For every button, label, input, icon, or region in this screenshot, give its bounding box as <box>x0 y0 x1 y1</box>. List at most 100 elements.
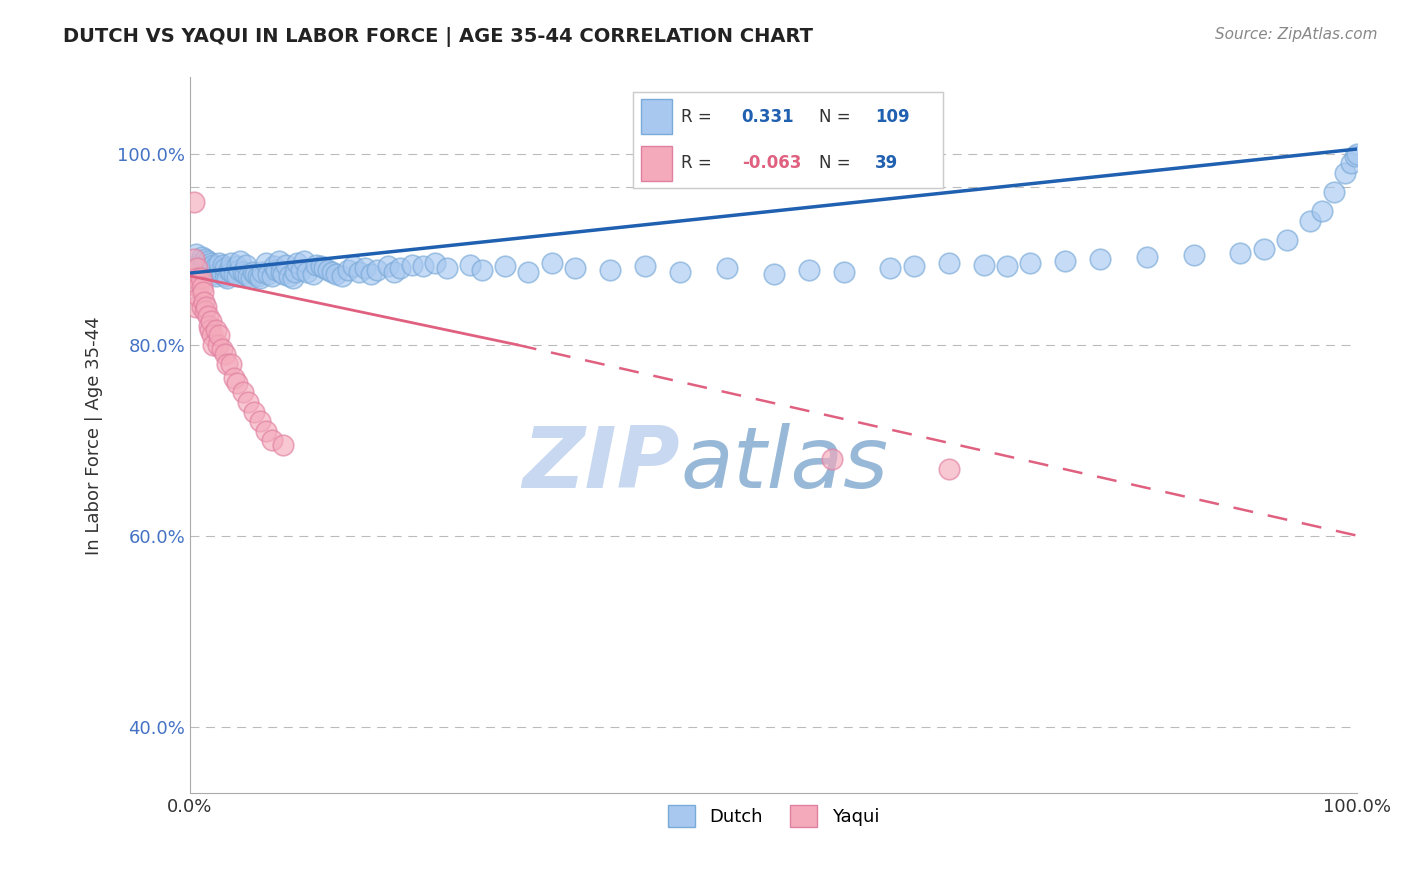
Point <box>239 271 262 285</box>
Point <box>225 268 247 283</box>
Point <box>200 255 222 269</box>
Point <box>401 258 423 272</box>
Point <box>270 265 292 279</box>
Point <box>325 267 347 281</box>
Text: DUTCH VS YAQUI IN LABOR FORCE | AGE 35-44 CORRELATION CHART: DUTCH VS YAQUI IN LABOR FORCE | AGE 35-4… <box>63 27 813 46</box>
Point <box>287 255 309 269</box>
Y-axis label: In Labor Force | Age 35-44: In Labor Force | Age 35-44 <box>86 316 103 555</box>
Point <box>186 261 208 276</box>
Point <box>190 260 212 274</box>
Point <box>938 462 960 476</box>
Point <box>1343 149 1365 163</box>
Point <box>249 414 271 428</box>
Point <box>232 265 254 279</box>
Point <box>238 395 260 409</box>
Point <box>245 267 267 281</box>
Point <box>183 194 205 209</box>
Point <box>190 250 212 264</box>
Point <box>540 255 562 269</box>
Point <box>249 271 271 285</box>
Point <box>330 268 353 283</box>
Point <box>412 260 434 274</box>
Point <box>263 260 285 274</box>
Point <box>197 318 219 333</box>
Point <box>202 337 225 351</box>
Point <box>191 285 214 300</box>
Point <box>278 268 301 283</box>
Point <box>214 347 236 361</box>
Point <box>599 263 621 277</box>
Point <box>194 252 217 266</box>
Point <box>204 268 226 283</box>
Point <box>458 258 481 272</box>
Point <box>208 255 231 269</box>
Point <box>1229 246 1251 260</box>
Point <box>193 261 215 276</box>
Point <box>716 261 738 276</box>
Point <box>273 267 295 281</box>
Point <box>197 253 219 268</box>
Legend: Dutch, Yaqui: Dutch, Yaqui <box>661 798 886 834</box>
Point <box>211 258 233 272</box>
Point <box>336 263 359 277</box>
Point <box>832 265 855 279</box>
Point <box>193 294 215 309</box>
Point <box>295 265 318 279</box>
Point <box>254 255 277 269</box>
Point <box>202 258 225 272</box>
Point <box>1299 213 1322 227</box>
Point <box>1310 204 1333 219</box>
Point <box>273 438 295 452</box>
Point <box>281 271 304 285</box>
Point <box>242 265 264 279</box>
Point <box>224 371 246 385</box>
Point <box>471 263 494 277</box>
Point <box>1346 146 1368 161</box>
Text: Source: ZipAtlas.com: Source: ZipAtlas.com <box>1215 27 1378 42</box>
Point <box>309 260 332 274</box>
Point <box>232 385 254 400</box>
Point <box>195 300 218 314</box>
Point <box>1090 252 1112 266</box>
Point <box>246 268 269 283</box>
Text: atlas: atlas <box>681 423 889 506</box>
Point <box>184 300 207 314</box>
Point <box>214 268 236 283</box>
Point <box>669 265 692 279</box>
Point <box>305 258 328 272</box>
Point <box>321 265 343 279</box>
Point <box>214 261 236 276</box>
Point <box>316 263 339 277</box>
Point <box>211 267 233 281</box>
Point <box>219 255 242 269</box>
Point <box>267 253 290 268</box>
Point <box>260 268 283 283</box>
Point <box>517 265 540 279</box>
Point <box>190 271 212 285</box>
Point <box>219 357 242 371</box>
Point <box>183 271 205 285</box>
Point <box>382 265 405 279</box>
Point <box>1182 248 1205 262</box>
Point <box>218 263 240 277</box>
Point <box>973 258 995 272</box>
Point <box>274 258 297 272</box>
Point <box>257 267 280 281</box>
Point <box>360 267 382 281</box>
Point <box>260 433 283 447</box>
Point <box>290 263 312 277</box>
Point <box>564 261 586 276</box>
Point <box>301 267 323 281</box>
Point <box>228 263 250 277</box>
Point <box>377 260 399 274</box>
Point <box>200 314 222 328</box>
Point <box>184 247 207 261</box>
Point <box>197 263 219 277</box>
Point <box>235 258 257 272</box>
Point <box>366 263 388 277</box>
Point <box>294 253 316 268</box>
Point <box>284 265 307 279</box>
Point <box>190 300 212 314</box>
Point <box>187 280 209 294</box>
Point <box>183 252 205 266</box>
